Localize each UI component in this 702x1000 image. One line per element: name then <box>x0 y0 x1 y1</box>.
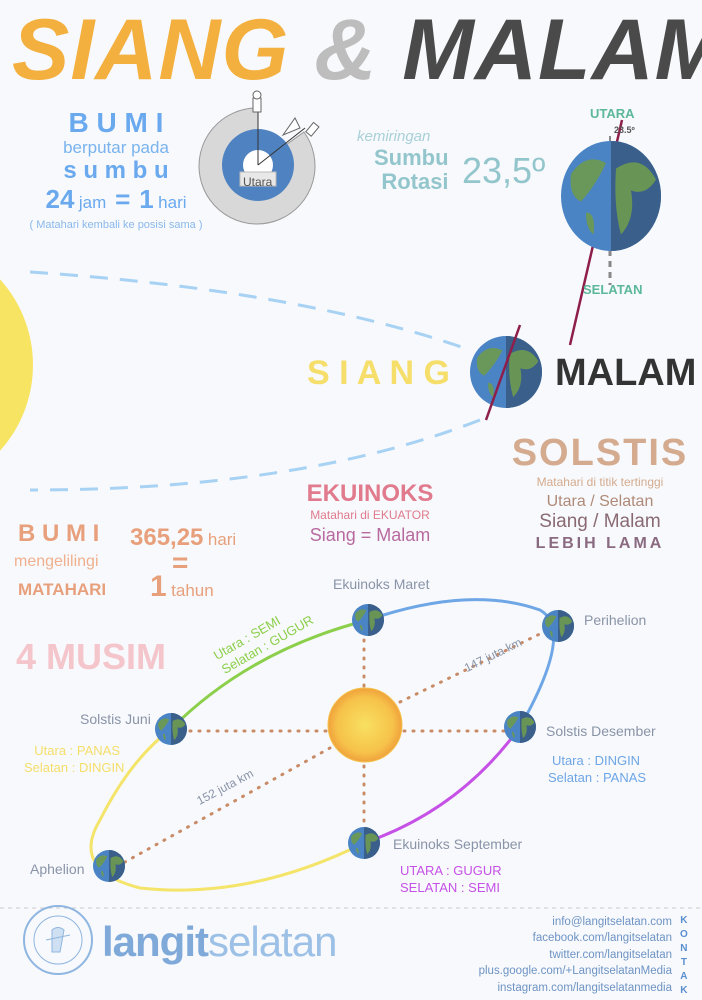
contact-twitter[interactable]: twitter.com/langitselatan <box>549 948 672 961</box>
label-solstis-juni: Solstis Juni <box>80 711 151 727</box>
earth-solstis-desember <box>504 711 536 743</box>
rotation-note: ( Matahari kembali ke posisi sama ) <box>29 219 203 231</box>
sep-u-val: GUGUR <box>453 863 502 878</box>
tilt-angle: 23.5º <box>614 125 635 135</box>
logo-wordmark: langitselatan <box>102 918 337 966</box>
malam-label: MALAM <box>555 352 697 394</box>
label-ekuinoks-september: Ekuinoks September <box>393 836 523 852</box>
orbit-path-dashed <box>29 270 481 492</box>
diagram-utara-label: Utara <box>243 175 273 189</box>
revolution-bumi: B U M I <box>18 520 100 547</box>
kontak-letter: A <box>680 971 688 982</box>
tilted-earth <box>561 119 661 346</box>
revolution-eq: = <box>172 547 189 578</box>
title-amp: & <box>314 2 378 98</box>
rotation-sumbu: s u m b u <box>63 157 169 184</box>
kontak-vertical: K O N T A K <box>680 914 688 998</box>
sep-s-label: SELATAN : <box>400 880 469 895</box>
title-malam: MALAM <box>402 2 702 98</box>
revolution-mengelilingi: mengelilingi <box>14 553 99 570</box>
contact-email[interactable]: info@langitselatan.com <box>552 916 672 928</box>
seasons-desember: Utara : DINGIN Selatan : PANAS <box>548 752 647 786</box>
rotation-bumi: B U M I <box>68 107 164 138</box>
juni-u-label: Utara : <box>34 743 77 758</box>
title-siang: SIANG <box>12 2 290 98</box>
des-u-label: Utara : <box>551 753 595 768</box>
kontak-letter: T <box>680 957 687 968</box>
revolution-year: 1 tahun <box>150 570 214 604</box>
tilt-kemiringan: kemiringan <box>357 128 431 145</box>
logo-seal <box>23 905 93 975</box>
earth-ekuinoks-maret <box>352 604 384 636</box>
logo-bold: langit <box>102 918 209 965</box>
rotation-diagram <box>198 90 320 225</box>
rotation-berputar: berputar pada <box>63 138 169 157</box>
rotation-jam: jam <box>78 193 107 212</box>
contact-instagram[interactable]: instagram.com/langitselatanmedia <box>497 981 672 994</box>
label-aphelion: Aphelion <box>30 861 85 877</box>
seasons-september: UTARA : GUGUR SELATAN : SEMI <box>400 862 502 896</box>
kontak-letter: N <box>680 943 688 954</box>
solstis-title: SOLSTIS <box>511 432 689 474</box>
solstis-line2: Utara / Selatan <box>546 493 654 510</box>
juni-u-val: PANAS <box>76 743 120 758</box>
earth-ekuinoks-september <box>348 827 380 859</box>
rotation-text: B U M I berputar pada s u m b u 24 jam =… <box>18 107 214 232</box>
contact-list: info@langitselatan.com facebook.com/lang… <box>479 914 672 996</box>
sep-s-val: SEMI <box>468 880 500 895</box>
label-perihelion: Perihelion <box>584 612 647 628</box>
tilt-sumbu: Sumbu <box>374 145 449 170</box>
year-unit: tahun <box>171 581 214 600</box>
earth-aphelion <box>93 850 125 882</box>
des-s-val: PANAS <box>602 770 647 785</box>
contact-googleplus[interactable]: plus.google.com/+LangitselatanMedia <box>478 965 672 978</box>
rotation-hari-num: 1 <box>139 184 154 214</box>
ekuinoks-text: EKUINOKS Matahari di EKUATOR Siang = Mal… <box>290 480 450 546</box>
logo-light: selatan <box>208 918 337 965</box>
page-title: SIANG & MALAM <box>12 0 702 100</box>
ekuinoks-line2: Siang = Malam <box>309 525 431 545</box>
kontak-letter: K <box>680 915 688 926</box>
year-num: 1 <box>150 570 167 603</box>
tilt-rotasi: Rotasi <box>381 169 449 194</box>
rotation-hari: hari <box>158 193 187 212</box>
ekuinoks-line1: Matahari di EKUATOR <box>310 508 430 522</box>
tilt-value: 23,5º <box>462 150 546 191</box>
label-solstis-desember: Solstis Desember <box>546 723 656 739</box>
big-sun <box>0 279 33 451</box>
revolution-matahari: MATAHARI <box>18 580 107 599</box>
sep-u-label: UTARA : <box>400 863 454 878</box>
sun <box>327 687 403 763</box>
des-s-label: Selatan : <box>548 770 603 785</box>
ekuinoks-title: EKUINOKS <box>306 480 434 507</box>
tilt-sumbu-rotasi: Sumbu Rotasi <box>374 146 449 194</box>
contact-facebook[interactable]: facebook.com/langitselatan <box>532 932 672 945</box>
label-ekuinoks-maret: Ekuinoks Maret <box>333 576 430 592</box>
tilt-utara: UTARA <box>590 106 635 121</box>
siang-label: S I A N G <box>307 354 450 392</box>
juni-s-val: DINGIN <box>78 760 125 775</box>
revolution-days: 365,25 hari <box>130 524 236 552</box>
kontak-letter: O <box>680 929 688 940</box>
days-unit: hari <box>207 530 237 549</box>
rotation-jam-num: 24 <box>45 184 75 214</box>
kontak-letter: K <box>680 985 688 996</box>
juni-s-label: Selatan : <box>24 760 79 775</box>
des-u-val: DINGIN <box>594 753 641 768</box>
solstis-line4: LEBIH LAMA <box>535 535 665 552</box>
earth-perihelion <box>542 610 574 642</box>
solstis-line1: Matahari di titik tertinggi <box>536 475 664 489</box>
earth-day-night <box>470 336 542 408</box>
earth-solstis-juni <box>155 713 187 745</box>
solstis-line3: Siang / Malam <box>539 511 661 532</box>
solstis-text: SOLSTIS Matahari di titik tertinggi Utar… <box>510 432 690 553</box>
tilt-selatan: SELATAN <box>583 282 643 297</box>
musim-title: 4 MUSIM <box>16 636 167 677</box>
seasons-juni: Utara : PANAS Selatan : DINGIN <box>24 742 124 776</box>
days-num: 365,25 <box>130 524 204 551</box>
rotation-eq: = <box>115 184 131 214</box>
seasonal-orbit <box>89 598 574 892</box>
